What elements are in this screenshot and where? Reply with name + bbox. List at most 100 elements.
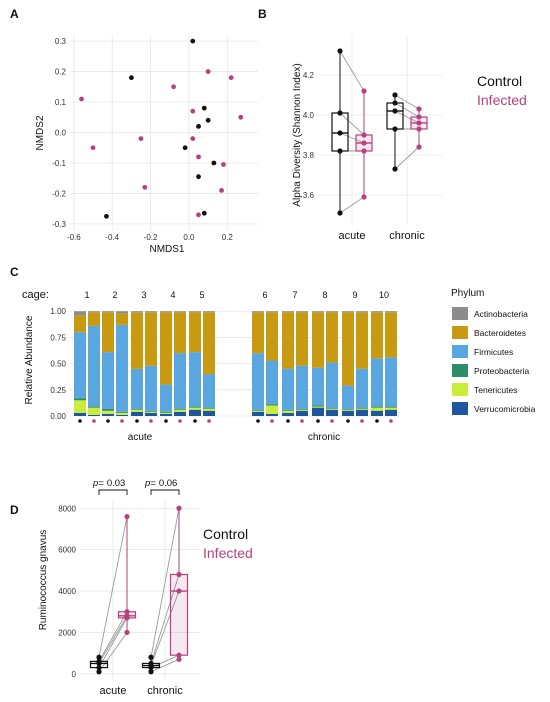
panel-c-bar-segment-verrucomicrobia (342, 410, 354, 416)
panel-c-group-dot-control (78, 419, 82, 423)
b-point-control (337, 130, 343, 136)
d-ytick: 2000 (58, 628, 76, 637)
panel-c-bar-segment-bacteroidetes (356, 312, 368, 369)
panel-c-legend-label: Verrucomicrobia (474, 404, 536, 414)
b-ytick: 3.6 (303, 191, 315, 200)
b-category-label: chronic (389, 230, 425, 242)
b-pair-line (394, 102, 420, 118)
panel-c-bar-segment-proteobacteria (356, 407, 368, 409)
panel-c-bar-segment-bacteroidetes (371, 312, 383, 359)
panel-c-legend-swatch-firmicutes (452, 345, 468, 358)
panel-c-bar-segment-bacteroidetes (160, 312, 172, 385)
panel-a-grid (70, 35, 258, 230)
b-point-infected (361, 140, 367, 146)
panel-a-point-control (196, 124, 201, 129)
panel-b-legend-infected: Infected (477, 92, 527, 108)
b-point-infected (416, 114, 422, 120)
panel-c-bar-segment-tenericutes (189, 407, 201, 410)
panel-c-legend-swatch-bacteroidetes (452, 326, 468, 339)
panel-c-bar-segment-bacteroidetes (385, 312, 397, 358)
panel-a-point-infected (190, 108, 196, 114)
panel-c-group-dot-control (286, 419, 290, 423)
panel-a-ytick: -0.1 (52, 159, 66, 168)
panel-c-ytick: 0.75 (50, 333, 66, 342)
panel-c-bar-segment-firmicutes (203, 374, 215, 408)
b-ytick: 3.8 (303, 151, 315, 160)
d-ytick: 8000 (58, 504, 76, 513)
panel-c-bar-segment-tenericutes (74, 400, 86, 413)
panel-c-bar-segment-bacteroidetes (266, 312, 278, 361)
panel-c-bar-segment-tenericutes (342, 409, 354, 411)
panel-c-bar-segment-proteobacteria (371, 406, 383, 408)
panel-d-pvalue-text: p= 0.03 (92, 478, 125, 489)
panel-c-bar-segment-tenericutes (312, 406, 324, 408)
panel-c-bar-segment-tenericutes (116, 412, 128, 415)
panel-c-bar-segment-tenericutes (160, 412, 172, 414)
panel-c-bar-segment-proteobacteria (88, 406, 100, 408)
panel-a-point-infected (90, 145, 96, 151)
panel-a-ytick: -0.2 (52, 189, 66, 198)
d-point-control (148, 660, 154, 667)
panel-c-legend-label: Firmicutes (474, 347, 513, 357)
panel-d-pvalue-bracket (150, 489, 180, 495)
panel-c-legend-label: Proteobacteria (474, 366, 530, 376)
panel-c-group-dot-infected (120, 419, 124, 423)
panel-c-group-dot-infected (330, 419, 334, 423)
panel-c-bar-segment-verrucomicrobia (102, 413, 114, 416)
panel-c-bar-segment-firmicutes (356, 368, 368, 408)
panel-a-xtick: -0.6 (67, 233, 81, 242)
panel-c-bar-segment-firmicutes (131, 368, 143, 409)
panel-c-bar-segment-firmicutes (326, 362, 338, 408)
panel-c-group-dot-infected (207, 419, 211, 423)
panel-a-ytick: 0.2 (55, 68, 67, 77)
b-point-control (392, 100, 398, 106)
panel-c-bar-segment-bacteroidetes (116, 313, 128, 325)
d-point-infected (124, 513, 130, 520)
panel-c-bar-segment-verrucomicrobia (116, 414, 128, 416)
panel-c-group-dot-control (164, 419, 168, 423)
panel-c-cage-numbers: 1 2 3 4 5 6 7 8 9 10 (84, 290, 389, 300)
panel-d-pvalue-number: 0.06 (159, 478, 178, 489)
panel-c-legend: Actinobacteria Bacteroidetes Firmicutes Pro… (452, 307, 536, 415)
d-pair-line (150, 658, 180, 673)
panel-d-pvalue-number: 0.03 (107, 478, 126, 489)
panel-c-bar-segment-bacteroidetes (203, 312, 215, 375)
panel-c-bar-segment-firmicutes (252, 353, 264, 410)
panel-c-bar-segment-tenericutes (371, 407, 383, 411)
panel-a-point-control (196, 174, 201, 180)
panel-c-bar-segment-actinobacteria (203, 311, 215, 313)
panel-c-bar-segment-verrucomicrobia (266, 413, 278, 416)
panel-c-bar-segment-firmicutes (342, 385, 354, 409)
panel-d-letter: D (10, 503, 19, 517)
panel-c-bar-segment-proteobacteria (266, 404, 278, 406)
d-pair-line (150, 508, 180, 658)
panel-c-bar-segment-verrucomicrobia (356, 409, 368, 416)
panel-d-boxes (89, 508, 189, 672)
panel-d-pvalue-prefix: p= (92, 478, 104, 489)
panel-c-bar-segment-proteobacteria (385, 406, 397, 408)
panel-a-ytick: 0.3 (55, 37, 67, 46)
panel-c-legend-label: Tenericutes (474, 385, 517, 395)
panel-c-legend-swatch-tenericutes (452, 383, 468, 396)
panel-c-bar-segment-proteobacteria (74, 398, 86, 401)
panel-c-bar-segment-bacteroidetes (74, 315, 86, 333)
panel-a-xtick: 0.2 (222, 233, 234, 242)
panel-c-bar-segment-actinobacteria (356, 311, 368, 313)
b-pair-line (339, 132, 365, 144)
panel-a-point-control (128, 75, 134, 81)
d-ytick: 6000 (58, 546, 76, 555)
panel-a-ytick: -0.3 (52, 220, 66, 229)
panel-c-bar-segment-verrucomicrobia (88, 414, 100, 416)
panel-c-bar-segment-actinobacteria (160, 311, 172, 313)
panel-c-bar-segment-actinobacteria (282, 311, 294, 313)
b-pair-line (394, 94, 420, 110)
panel-c-cage-number: 7 (292, 290, 297, 300)
panel-c-group-dot-control (375, 419, 379, 423)
d-pair-line (98, 516, 128, 658)
panel-c-legend-title: Phylum (451, 288, 484, 299)
panel-c: C cage: 0.00 0.25 0.50 0.75 1.00 1 2 3 4 5 6 7 8 9 10… (10, 265, 536, 443)
b-point-control (337, 48, 343, 54)
b-point-infected (361, 148, 367, 154)
panel-c-bar-segment-actinobacteria (116, 311, 128, 314)
panel-c-bar-segment-verrucomicrobia (189, 409, 201, 416)
